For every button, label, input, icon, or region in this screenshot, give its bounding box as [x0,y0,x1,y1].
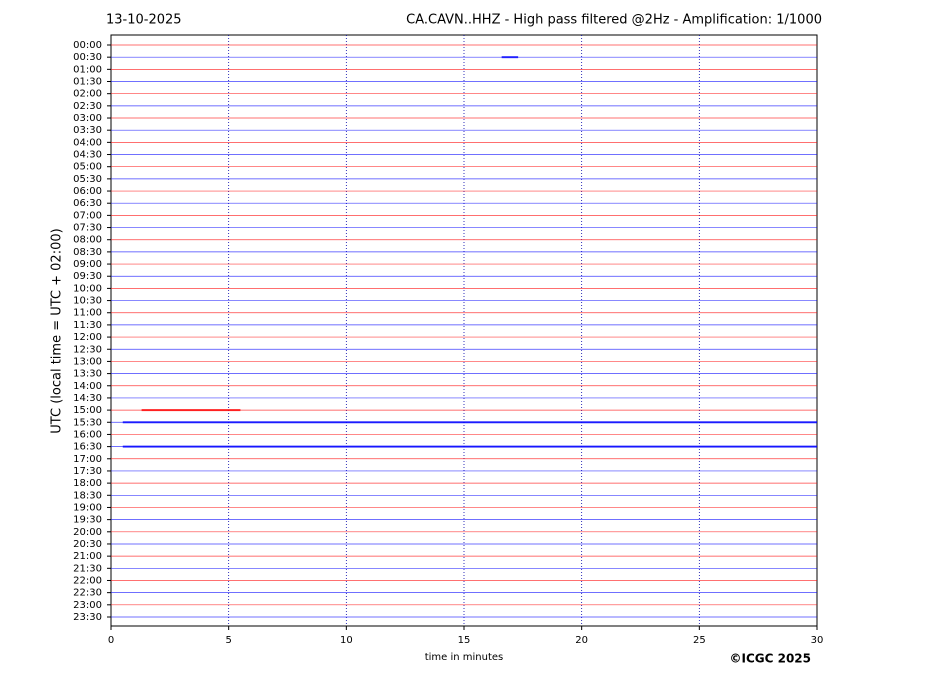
y-tick-label: 15:00 [73,405,102,416]
event [501,56,519,59]
y-tick-label: 06:00 [73,186,102,197]
event [141,409,241,412]
y-tick-label: 21:00 [73,551,102,562]
copyright: ©ICGC 2025 [729,652,811,666]
y-tick-label: 07:00 [73,210,102,221]
y-tick-label: 14:00 [73,381,102,392]
y-tick-label: 07:30 [73,223,102,234]
y-tick-label: 19:00 [73,502,102,513]
y-tick-label: 16:30 [73,442,102,453]
y-tick-label: 16:00 [73,429,102,440]
y-tick-label: 08:00 [73,235,102,246]
event [122,421,818,424]
y-tick-label: 23:00 [73,600,102,611]
y-tick-label: 23:30 [73,612,102,623]
date: 13-10-2025 [106,13,182,28]
y-tick-label: 20:00 [73,527,102,538]
y-tick-label: 18:00 [73,478,102,489]
y-tick-label: 12:30 [73,344,102,355]
x-tick-label: 5 [225,635,231,646]
y-tick-label: 01:30 [73,77,102,88]
y-tick-label: 04:00 [73,137,102,148]
y-tick-label: 06:30 [73,198,102,209]
y-tick-label: 10:00 [73,283,102,294]
y-tick-label: 14:30 [73,393,102,404]
y-tick-label: 05:00 [73,162,102,173]
y-tick-label: 17:00 [73,454,102,465]
plot-frame [110,34,818,627]
y-tick-label: 15:30 [73,417,102,428]
y-tick-label: 03:00 [73,113,102,124]
y-tick-label: 00:30 [73,52,102,63]
event [122,445,818,448]
y-tick-label: 17:30 [73,466,102,477]
x-tick-label: 30 [811,635,824,646]
y-tick-label: 11:00 [73,308,102,319]
y-tick-label: 19:30 [73,515,102,526]
x-tick-label: 0 [108,635,114,646]
y-tick-label: 02:30 [73,101,102,112]
y-tick-label: 13:00 [73,356,102,367]
y-tick-label: 18:30 [73,490,102,501]
y-tick-label: 03:30 [73,125,102,136]
y-tick-label: 05:30 [73,174,102,185]
y-tick-label: 02:00 [73,89,102,100]
y-tick-label: 10:30 [73,296,102,307]
y-tick-label: 11:30 [73,320,102,331]
x-tick-label: 15 [458,635,471,646]
x-axis-label: time in minutes [425,652,504,663]
x-tick-label: 25 [693,635,706,646]
y-tick-label: 22:00 [73,575,102,586]
y-tick-label: 22:30 [73,588,102,599]
y-tick-label: 04:30 [73,150,102,161]
y-tick-label: 08:30 [73,247,102,258]
y-tick-label: 12:00 [73,332,102,343]
y-axis-label: UTC (local time = UTC + 02:00) [50,228,65,433]
x-tick-label: 10 [340,635,353,646]
y-tick-label: 09:00 [73,259,102,270]
y-tick-label: 00:00 [73,40,102,51]
y-tick-label: 13:30 [73,369,102,380]
x-tick-label: 20 [575,635,588,646]
y-tick-label: 09:30 [73,271,102,282]
y-tick-label: 01:00 [73,64,102,75]
y-tick-label: 20:30 [73,539,102,550]
y-tick-label: 21:30 [73,563,102,574]
chart-title: CA.CAVN..HHZ - High pass filtered @2Hz -… [406,13,822,28]
